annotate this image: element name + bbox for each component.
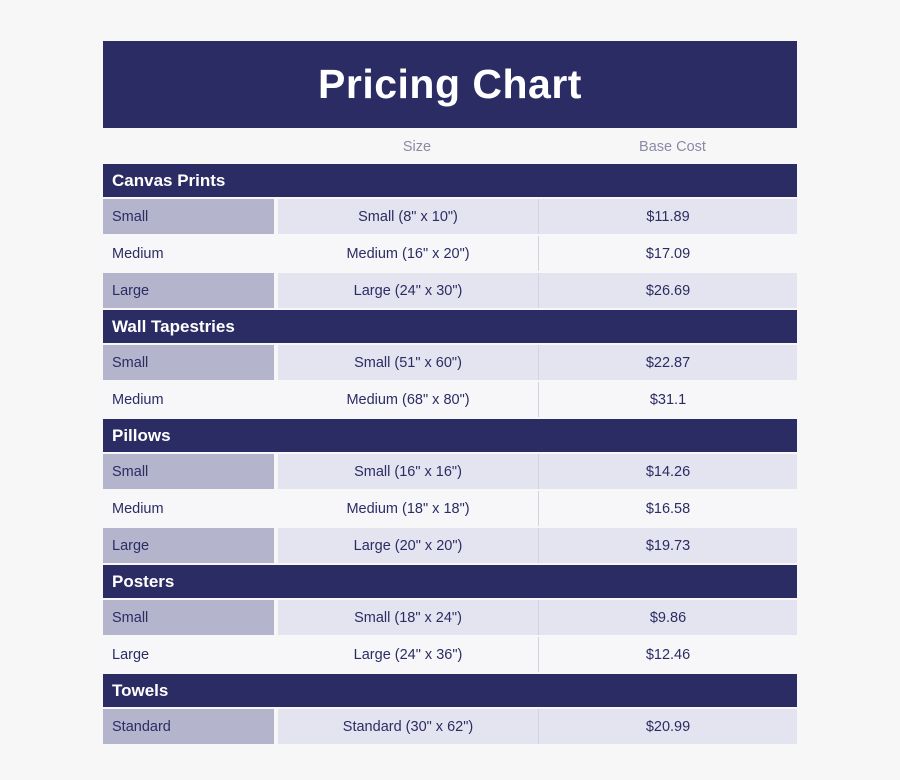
page-title: Pricing Chart <box>318 61 582 107</box>
cell-base-cost: $17.09 <box>539 236 797 271</box>
cell-dimensions: Medium (68" x 80") <box>278 382 538 417</box>
column-divider <box>538 709 539 744</box>
column-header-row: Size Base Cost <box>103 131 797 162</box>
column-divider <box>538 273 539 308</box>
cell-dimensions: Large (24" x 36") <box>278 637 538 672</box>
cell-base-cost: $31.1 <box>539 382 797 417</box>
cell-base-cost: $9.86 <box>539 600 797 635</box>
category-header-row: Pillows <box>103 419 797 452</box>
table-row: Small Small (51" x 60") $22.87 <box>103 345 797 380</box>
table-row: Medium Medium (18" x 18") $16.58 <box>103 491 797 526</box>
column-divider <box>538 236 539 271</box>
cell-base-cost: $22.87 <box>539 345 797 380</box>
category-title: Pillows <box>112 426 171 445</box>
cell-size-label: Large <box>103 528 274 563</box>
table-row: Large Large (24" x 36") $12.46 <box>103 637 797 672</box>
cell-base-cost: $12.46 <box>539 637 797 672</box>
category-header-row: Towels <box>103 674 797 707</box>
cell-size-label: Small <box>103 600 274 635</box>
column-header-label <box>103 131 283 162</box>
cell-dimensions: Medium (16" x 20") <box>278 236 538 271</box>
cell-size-label: Medium <box>103 236 274 271</box>
cell-base-cost: $26.69 <box>539 273 797 308</box>
cell-dimensions: Small (8" x 10") <box>278 199 538 234</box>
table-row: Small Small (16" x 16") $14.26 <box>103 454 797 489</box>
table-row: Small Small (18" x 24") $9.86 <box>103 600 797 635</box>
column-divider <box>538 528 539 563</box>
column-divider <box>538 454 539 489</box>
cell-size-label: Small <box>103 199 274 234</box>
cell-base-cost: $14.26 <box>539 454 797 489</box>
category-title: Wall Tapestries <box>112 317 235 336</box>
cell-base-cost: $11.89 <box>539 199 797 234</box>
cell-dimensions: Standard (30" x 62") <box>278 709 538 744</box>
cell-base-cost: $19.73 <box>539 528 797 563</box>
cell-size-label: Large <box>103 637 274 672</box>
cell-size-label: Medium <box>103 382 274 417</box>
category-title: Posters <box>112 572 175 591</box>
category-header-row: Canvas Prints <box>103 164 797 197</box>
column-divider <box>538 382 539 417</box>
cell-dimensions: Large (24" x 30") <box>278 273 538 308</box>
pricing-table: Size Base Cost Canvas Prints Small Small (… <box>103 131 797 746</box>
cell-size-label: Standard <box>103 709 274 744</box>
cell-size-label: Small <box>103 345 274 380</box>
cell-dimensions: Small (18" x 24") <box>278 600 538 635</box>
title-banner: Pricing Chart <box>103 41 797 128</box>
cell-size-label: Medium <box>103 491 274 526</box>
table-row: Small Small (8" x 10") $11.89 <box>103 199 797 234</box>
table-row: Standard Standard (30" x 62") $20.99 <box>103 709 797 744</box>
category-title: Canvas Prints <box>112 171 226 190</box>
cell-size-label: Large <box>103 273 274 308</box>
column-divider <box>538 491 539 526</box>
table-row: Medium Medium (16" x 20") $17.09 <box>103 236 797 271</box>
cell-base-cost: $20.99 <box>539 709 797 744</box>
column-header-cost: Base Cost <box>639 138 706 155</box>
table-row: Large Large (20" x 20") $19.73 <box>103 528 797 563</box>
table-row: Medium Medium (68" x 80") $31.1 <box>103 382 797 417</box>
category-header-row: Wall Tapestries <box>103 310 797 343</box>
table-sections: Canvas Prints Small Small (8" x 10") $11.89… <box>103 164 797 744</box>
column-divider <box>538 637 539 672</box>
category-header-row: Posters <box>103 565 797 598</box>
cell-dimensions: Medium (18" x 18") <box>278 491 538 526</box>
category-title: Towels <box>112 681 169 700</box>
cell-dimensions: Small (51" x 60") <box>278 345 538 380</box>
cell-dimensions: Large (20" x 20") <box>278 528 538 563</box>
column-divider <box>538 345 539 380</box>
column-header-size: Size <box>402 138 432 155</box>
cell-base-cost: $16.58 <box>539 491 797 526</box>
column-divider <box>538 199 539 234</box>
table-row: Large Large (24" x 30") $26.69 <box>103 273 797 308</box>
cell-size-label: Small <box>103 454 274 489</box>
cell-dimensions: Small (16" x 16") <box>278 454 538 489</box>
column-divider <box>538 600 539 635</box>
